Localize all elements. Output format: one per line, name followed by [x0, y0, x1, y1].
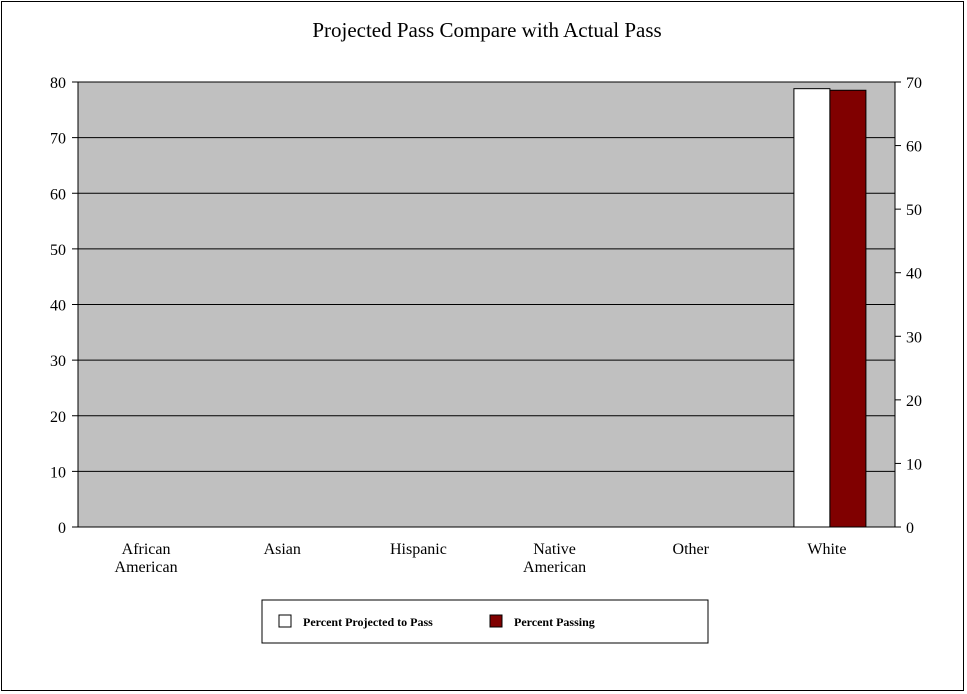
right-tick-label: 10	[906, 456, 922, 473]
right-tick-label: 60	[906, 139, 922, 156]
left-tick-label: 30	[50, 353, 66, 370]
category-label: African American	[115, 541, 178, 576]
bars	[793, 88, 867, 528]
category-labels: African American Asian Hispanic Native Americ…	[115, 541, 847, 576]
legend-swatch-projected	[278, 614, 292, 628]
left-axis: 0 10 20 30 40 50 60 70 80	[50, 75, 78, 537]
legend-box	[261, 599, 709, 644]
left-tick-label: 70	[50, 131, 66, 148]
right-tick-label: 20	[906, 393, 922, 410]
category-label: Other	[673, 541, 710, 558]
left-tick-label: 60	[50, 186, 66, 203]
category-label: Hispanic	[390, 541, 447, 558]
legend-label-passing: Percent Passing	[514, 615, 595, 629]
right-tick-label: 0	[906, 520, 914, 537]
left-tick-label: 50	[50, 242, 66, 259]
bar-projected	[793, 88, 831, 528]
right-tick-label: 70	[906, 75, 922, 92]
right-tick-label: 40	[906, 266, 922, 283]
legend: Percent Projected to Pass Percent Passin…	[261, 599, 709, 644]
left-tick-label: 80	[50, 75, 66, 92]
right-tick-label: 50	[906, 202, 922, 219]
gridlines	[78, 137, 895, 472]
left-tick-label: 0	[58, 520, 66, 537]
legend-label-projected: Percent Projected to Pass	[303, 615, 433, 629]
left-tick-label: 20	[50, 409, 66, 426]
chart-title: Projected Pass Compare with Actual Pass	[312, 18, 661, 42]
legend-swatch-passing	[489, 614, 503, 628]
category-label: Native American	[523, 541, 586, 576]
category-label: Asian	[264, 541, 301, 558]
left-tick-label: 40	[50, 298, 66, 315]
category-label: White	[807, 541, 846, 558]
right-tick-label: 30	[906, 329, 922, 346]
right-axis: 0 10 20 30 40 50 60 70	[895, 75, 922, 537]
bar-passing	[829, 89, 867, 528]
left-tick-label: 10	[50, 464, 66, 481]
